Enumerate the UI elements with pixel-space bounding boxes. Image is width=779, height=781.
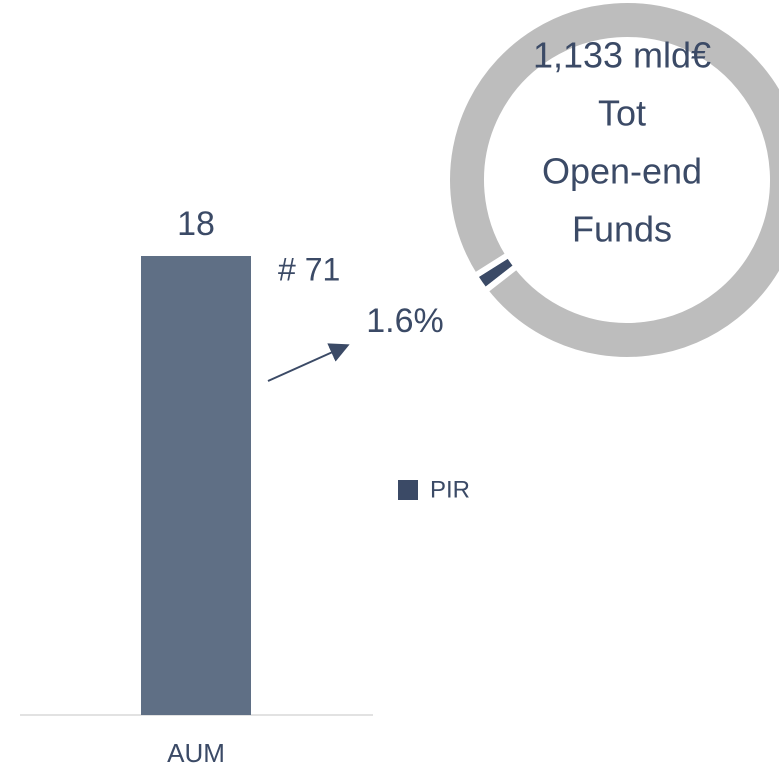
pie-slice: [444, 0, 779, 363]
annotation: # 71: [278, 251, 340, 287]
legend-label: PIR: [430, 476, 470, 503]
legend-swatch: [398, 480, 418, 500]
center-text: Funds: [572, 209, 672, 250]
arrow: [267, 343, 350, 382]
data-label: 18: [177, 205, 215, 243]
center-text: Open-end: [542, 151, 702, 192]
center-text: 1,133 mld€: [533, 35, 711, 76]
center-text: Tot: [598, 93, 646, 134]
x-tick-label: AUM: [167, 738, 225, 768]
bar: [141, 256, 251, 715]
data-label: 1.6%: [366, 302, 444, 340]
